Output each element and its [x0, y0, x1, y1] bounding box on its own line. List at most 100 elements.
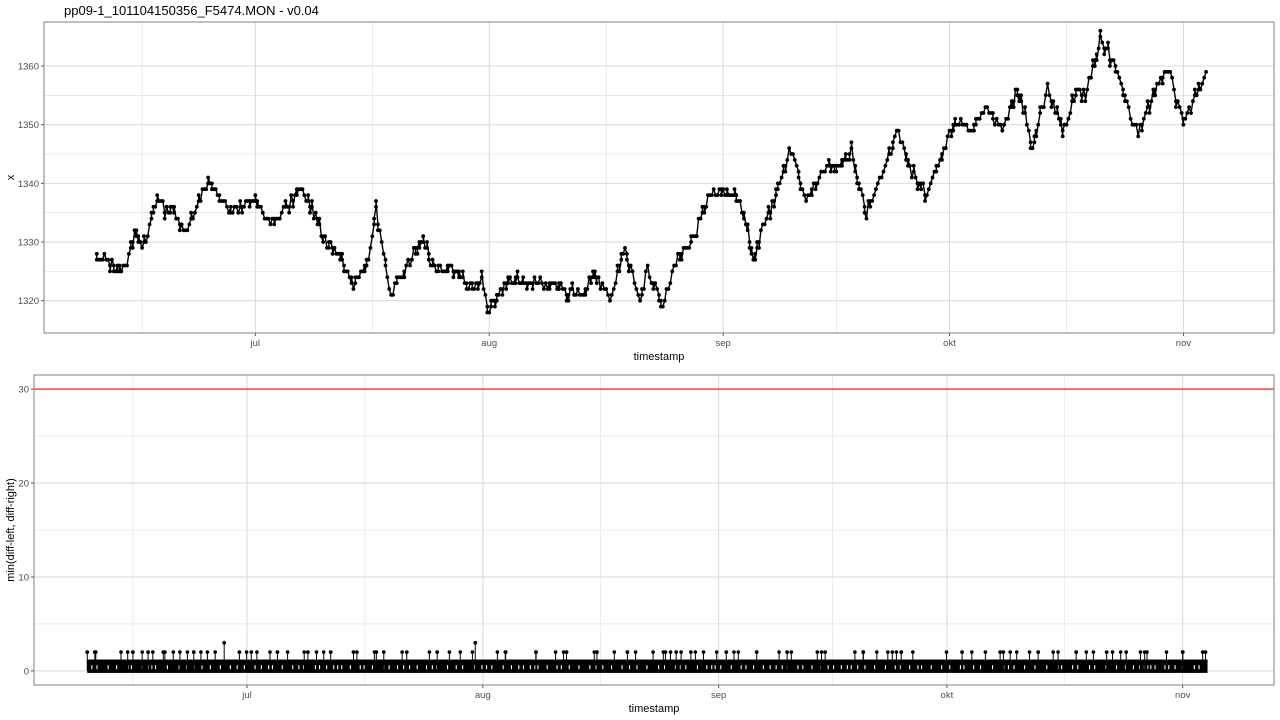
- x-tick-label: nov: [1175, 690, 1191, 701]
- x-data-point: [542, 287, 546, 291]
- diff-data-point: [470, 650, 475, 654]
- x-data-point: [745, 228, 750, 233]
- diff-band-gap: [1164, 665, 1166, 670]
- x-data-point: [1074, 93, 1078, 98]
- x-data-point: [606, 293, 610, 297]
- x-data-point: [357, 275, 361, 280]
- x-data-point: [1140, 122, 1144, 127]
- x-data-point: [985, 105, 990, 109]
- x-data-point: [900, 140, 905, 145]
- x-data-point: [1157, 81, 1161, 86]
- x-data-point: [1183, 116, 1188, 121]
- x-data-point: [198, 199, 203, 203]
- diff-band-gap: [388, 665, 390, 670]
- diff-data-point: [458, 650, 463, 654]
- x-data-point: [106, 257, 110, 262]
- x-data-point: [176, 216, 180, 221]
- x-data-point: [436, 269, 441, 274]
- x-data-point: [559, 281, 563, 285]
- diff-data-point: [701, 650, 706, 654]
- diff-data-point: [1008, 650, 1012, 654]
- x-data-point: [415, 251, 420, 256]
- diff-band-gap: [426, 665, 428, 670]
- x-data-point: [926, 187, 931, 192]
- x-data-point: [108, 269, 112, 274]
- x-data-point: [187, 222, 192, 227]
- x-data-point: [772, 204, 776, 209]
- x-data-point: [800, 187, 805, 192]
- x-data-point: [911, 163, 916, 168]
- x-data-point: [340, 257, 344, 262]
- x-tick-label: sep: [715, 338, 730, 349]
- diff-band-gap: [762, 665, 764, 670]
- diff-data-point: [886, 650, 890, 654]
- diff-band-gap: [621, 665, 623, 670]
- diff-data-point: [1142, 650, 1147, 655]
- diff-data-point: [427, 650, 432, 654]
- x-data-point: [153, 204, 158, 209]
- x-data-point: [332, 246, 337, 250]
- x-data-point: [1045, 81, 1050, 86]
- x-data-point: [757, 246, 761, 250]
- x-data-point: [317, 216, 322, 221]
- x-data-point: [779, 175, 784, 180]
- x-data-point: [930, 175, 935, 180]
- diff-band-gap: [917, 665, 919, 670]
- x-data-point: [991, 111, 995, 115]
- x-data-point: [457, 269, 461, 274]
- diff-data-point: [1036, 650, 1041, 655]
- x-data-point: [925, 193, 929, 198]
- x-data-point: [268, 222, 273, 227]
- x-data-point: [291, 204, 295, 209]
- diff-data-point: [689, 650, 693, 654]
- x-data-point: [768, 210, 773, 215]
- x-data-point: [417, 246, 422, 250]
- x-data-point: [238, 199, 243, 203]
- x-data-point: [1145, 99, 1150, 104]
- x-data-point: [172, 210, 177, 215]
- diff-band-gap: [560, 665, 562, 670]
- x-data-point: [1170, 75, 1174, 80]
- diff-data-point: [668, 650, 673, 654]
- x-data-point: [217, 193, 222, 198]
- y-tick-label: 10: [18, 572, 29, 583]
- x-data-point: [623, 246, 627, 250]
- diff-band-gap: [874, 665, 876, 670]
- diff-data-point: [404, 650, 409, 655]
- diff-data-point: [714, 650, 719, 654]
- x-data-point: [870, 199, 875, 203]
- x-data-point: [562, 287, 567, 291]
- diff-band-gap: [568, 665, 570, 670]
- diff-band-gap: [1046, 665, 1048, 670]
- diff-band-gap: [775, 665, 777, 670]
- x-data-point: [1006, 116, 1010, 121]
- y-tick-label: 0: [24, 666, 29, 677]
- x-series-line: [96, 30, 1207, 314]
- x-data-point: [1041, 105, 1046, 109]
- diff-data-point: [495, 650, 500, 654]
- diff-data-point: [1124, 650, 1128, 654]
- x-data-point: [725, 187, 729, 192]
- diff-data-point: [553, 650, 558, 654]
- x-data-point: [857, 181, 861, 186]
- x-data-point: [294, 193, 299, 198]
- x-data-point: [1202, 75, 1207, 80]
- diff-data-point: [92, 650, 97, 655]
- x-data-point: [532, 275, 537, 280]
- diff-data-point: [237, 650, 242, 655]
- x-data-point: [794, 163, 799, 168]
- x-data-point: [138, 240, 143, 244]
- diff-band-gap: [730, 665, 732, 670]
- diff-band-gap: [363, 665, 365, 670]
- x-data-point: [1168, 70, 1173, 74]
- x-data-point: [628, 263, 633, 268]
- x-data-point: [883, 163, 888, 168]
- x-data-point: [283, 199, 288, 203]
- x-data-point: [849, 146, 854, 151]
- x-data-point: [957, 122, 961, 127]
- diff-band-gap: [740, 665, 742, 670]
- x-data-point: [145, 234, 150, 239]
- x-data-point: [1192, 87, 1197, 92]
- diff-data-point: [321, 650, 326, 654]
- x-data-point: [185, 228, 190, 233]
